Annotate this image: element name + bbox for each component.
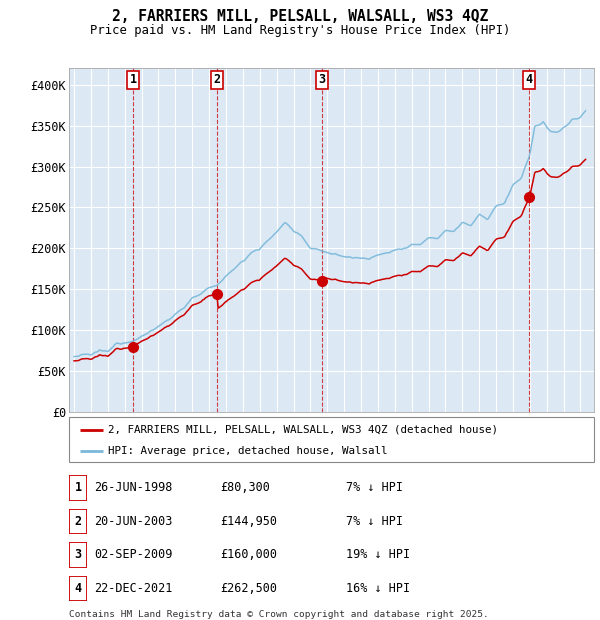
Text: 1: 1 bbox=[74, 482, 82, 494]
Text: £160,000: £160,000 bbox=[220, 549, 277, 561]
Text: 2: 2 bbox=[74, 515, 82, 528]
Text: 2, FARRIERS MILL, PELSALL, WALSALL, WS3 4QZ (detached house): 2, FARRIERS MILL, PELSALL, WALSALL, WS3 … bbox=[109, 425, 499, 435]
FancyBboxPatch shape bbox=[69, 575, 87, 601]
FancyBboxPatch shape bbox=[69, 508, 87, 534]
FancyBboxPatch shape bbox=[69, 417, 594, 462]
Text: 22-DEC-2021: 22-DEC-2021 bbox=[94, 582, 173, 595]
Text: 3: 3 bbox=[318, 73, 325, 86]
Text: HPI: Average price, detached house, Walsall: HPI: Average price, detached house, Wals… bbox=[109, 446, 388, 456]
Text: 3: 3 bbox=[74, 549, 82, 561]
Text: 4: 4 bbox=[526, 73, 533, 86]
Text: £144,950: £144,950 bbox=[220, 515, 277, 528]
Text: 19% ↓ HPI: 19% ↓ HPI bbox=[346, 549, 410, 561]
Text: 16% ↓ HPI: 16% ↓ HPI bbox=[346, 582, 410, 595]
Text: £80,300: £80,300 bbox=[220, 482, 270, 494]
Text: Contains HM Land Registry data © Crown copyright and database right 2025.
This d: Contains HM Land Registry data © Crown c… bbox=[69, 610, 489, 620]
Text: 26-JUN-1998: 26-JUN-1998 bbox=[94, 482, 173, 494]
FancyBboxPatch shape bbox=[69, 475, 87, 501]
Text: 2: 2 bbox=[214, 73, 221, 86]
Text: 02-SEP-2009: 02-SEP-2009 bbox=[94, 549, 173, 561]
Text: £262,500: £262,500 bbox=[220, 582, 277, 595]
Text: 7% ↓ HPI: 7% ↓ HPI bbox=[346, 482, 403, 494]
Text: 2, FARRIERS MILL, PELSALL, WALSALL, WS3 4QZ: 2, FARRIERS MILL, PELSALL, WALSALL, WS3 … bbox=[112, 9, 488, 24]
Text: 20-JUN-2003: 20-JUN-2003 bbox=[94, 515, 173, 528]
Text: 7% ↓ HPI: 7% ↓ HPI bbox=[346, 515, 403, 528]
Text: Price paid vs. HM Land Registry's House Price Index (HPI): Price paid vs. HM Land Registry's House … bbox=[90, 24, 510, 37]
Text: 4: 4 bbox=[74, 582, 82, 595]
FancyBboxPatch shape bbox=[69, 542, 87, 568]
Text: 1: 1 bbox=[130, 73, 137, 86]
